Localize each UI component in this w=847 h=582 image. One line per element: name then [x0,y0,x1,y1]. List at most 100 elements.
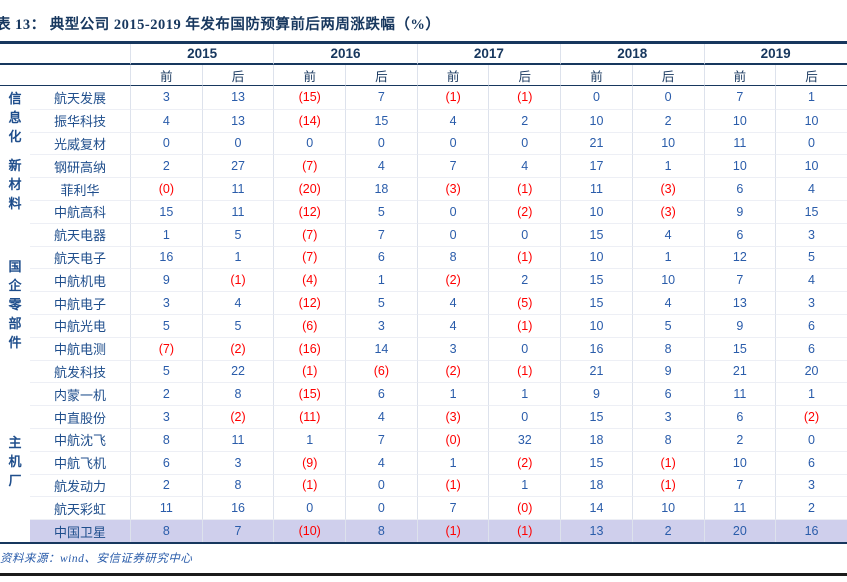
value-cell: 10 [703,108,776,132]
value-cell: 0 [345,473,417,497]
value-cell: 10 [560,199,632,223]
value-cell: (1) [488,359,561,383]
value-cell: 32 [488,427,561,451]
value-cell: 10 [631,496,704,520]
value-cell: 10 [703,154,776,178]
value-cell: 1 [775,382,847,406]
value-cell: 4 [631,291,704,314]
company-name: 菲利华 [30,177,130,200]
value-cell: 1 [488,473,561,497]
value-cell: 7 [345,86,417,109]
value-cell: 14 [345,336,417,360]
subheader-cell: 前 [130,65,202,86]
value-cell: 0 [631,86,704,109]
value-cell: 9 [560,382,632,406]
value-cell: 11 [703,131,776,155]
value-cell: 2 [775,496,847,520]
value-cell: (12) [273,199,346,223]
source-note: 资料来源：wind、安信证券研究中心 [0,552,193,565]
value-cell: 10 [560,313,632,337]
company-name: 航天电器 [30,222,130,246]
year-header-cell: 2016 [273,44,417,65]
value-cell: (3) [631,199,704,223]
value-cell: 12 [703,245,776,269]
value-cell: 21 [560,131,632,155]
value-cell: 7 [416,154,489,178]
value-cell: 10 [775,154,847,178]
value-cell: 4 [416,108,489,132]
value-cell: 14 [560,496,632,520]
value-cell: 15 [345,108,417,132]
value-cell: (7) [273,245,346,269]
value-cell: 0 [416,131,489,155]
value-cell: 8 [416,245,489,269]
value-cell: 0 [201,131,274,155]
company-name: 中航电测 [30,336,130,360]
value-cell: 20 [703,519,776,542]
value-cell: 0 [345,496,417,520]
value-cell: 0 [130,131,202,155]
value-cell: 5 [345,291,417,314]
company-name: 中航沈飞 [30,427,130,451]
value-cell: 2 [631,108,704,132]
value-cell: 2 [130,473,202,497]
category-label: 国 企 零 部 件 [8,259,22,350]
table-title: 表 13： 典型公司 2015-2019 年发布国防预算前后两周涨跌幅（%） [0,17,441,33]
subheader-cell: 后 [488,65,561,86]
value-cell: (1) [273,473,346,497]
company-name: 中直股份 [30,405,130,428]
value-cell: 13 [201,86,274,109]
value-cell: (0) [416,427,489,451]
value-cell: (15) [273,86,345,109]
value-cell: 16 [201,496,274,520]
value-cell: 11 [703,496,776,520]
year-header-cell: 2017 [416,44,561,65]
value-cell: 9 [631,359,704,383]
value-cell: 3 [775,291,847,314]
value-cell: 1 [631,154,704,178]
value-cell: (2) [488,199,561,223]
value-cell: 6 [345,382,417,406]
value-cell: 21 [560,359,632,383]
value-cell: 0 [488,336,561,360]
subheader-cell: 后 [345,65,417,86]
company-name: 航天电子 [30,245,130,269]
value-cell: 8 [130,519,202,542]
company-name: 内蒙一机 [30,382,130,405]
value-cell: 2 [488,108,561,132]
value-cell: 22 [201,359,274,383]
category-spacer [0,223,30,246]
value-cell: (0) [130,177,202,200]
value-cell: (16) [273,336,346,360]
value-cell: 4 [416,313,489,337]
value-cell: 1 [273,427,346,451]
value-cell: 0 [345,131,417,155]
value-cell: 3 [775,473,847,497]
value-cell: (3) [416,177,489,200]
value-cell: 0 [775,131,847,155]
value-cell: 0 [560,86,632,109]
value-cell: 11 [201,427,274,451]
value-cell: 6 [631,382,704,406]
value-cell: 18 [345,177,417,200]
value-cell: (3) [416,405,489,428]
value-cell: (11) [273,405,346,428]
category-spacer [0,405,30,428]
value-cell: 6 [775,450,847,474]
value-cell: (1) [416,86,489,109]
value-cell: 1 [345,268,417,292]
value-cell: 18 [560,473,632,497]
value-cell: 4 [775,268,847,292]
value-cell: 8 [631,336,704,360]
value-cell: (9) [273,450,346,474]
category-spacer [0,519,30,542]
value-cell: (1) [488,177,561,200]
value-cell: 5 [775,245,847,269]
value-cell: 1 [775,86,847,109]
value-cell: 20 [775,359,847,383]
value-cell: 7 [703,268,776,292]
value-cell: 11 [130,496,202,520]
value-cell: 15 [775,199,847,223]
value-cell: 5 [130,313,202,337]
value-cell: 7 [345,427,417,451]
